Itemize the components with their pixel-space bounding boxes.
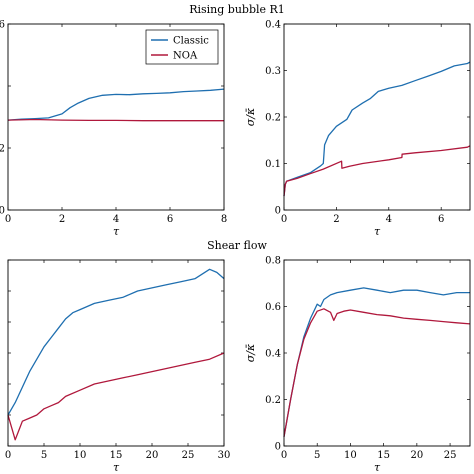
x-tick-label: 10 bbox=[74, 450, 87, 461]
x-tick-label: 4 bbox=[113, 214, 119, 225]
y-tick-label: 0.4 bbox=[265, 20, 281, 31]
y-tick-label: 0 bbox=[0, 206, 5, 217]
legend-entry-noa: NOA bbox=[173, 51, 198, 62]
x-tick-label: 30 bbox=[218, 450, 231, 461]
section-title-shear-flow: Shear flow bbox=[207, 239, 267, 252]
y-tick-label: 0 bbox=[275, 442, 281, 453]
series-line-classic bbox=[283, 61, 471, 197]
section-title-rising-bubble: Rising bubble R1 bbox=[189, 3, 285, 16]
y-axis-label: σ/κ̄ bbox=[244, 107, 257, 126]
chart-panels: 0 2 4 6 8 0 2 6 τ Classic NOA 0 2 4 6 0 0.1 0.2 0.3 0.4 τ σ/κ… bbox=[0, 20, 471, 474]
x-tick-label: 0 bbox=[281, 214, 287, 225]
series-line-classic bbox=[283, 287, 470, 437]
axes-frame bbox=[283, 23, 471, 211]
legend: Classic NOA bbox=[145, 29, 219, 65]
x-tick-label: 0 bbox=[281, 450, 287, 461]
x-axis-label: τ bbox=[113, 225, 120, 238]
x-tick-label: 20 bbox=[410, 450, 423, 461]
x-tick-label: 2 bbox=[333, 214, 339, 225]
y-tick-label: 0.2 bbox=[265, 113, 281, 124]
series-line-noa bbox=[283, 308, 471, 437]
legend-box bbox=[145, 29, 219, 65]
chart-panel-3: 0 5 10 15 20 25 30 τ bbox=[5, 259, 231, 474]
y-tick-label: 0.3 bbox=[265, 66, 281, 77]
x-axis-label: τ bbox=[374, 225, 381, 238]
x-tick-label: 5 bbox=[41, 450, 47, 461]
x-tick-label: 5 bbox=[314, 450, 320, 461]
x-axis-label: τ bbox=[113, 461, 120, 474]
x-tick-label: 8 bbox=[221, 214, 227, 225]
y-tick-label: 0.4 bbox=[265, 349, 281, 360]
axes-frame bbox=[283, 259, 471, 447]
x-tick-label: 6 bbox=[438, 214, 444, 225]
series-line-classic bbox=[7, 88, 225, 121]
x-tick-label: 0 bbox=[5, 450, 11, 461]
x-tick-label: 20 bbox=[146, 450, 159, 461]
x-tick-label: 15 bbox=[110, 450, 123, 461]
chart-panel-2: 0 2 4 6 0 0.1 0.2 0.3 0.4 τ σ/κ̄ bbox=[244, 20, 471, 238]
series-line-noa bbox=[7, 118, 224, 122]
series-line-noa bbox=[283, 145, 471, 197]
axes-frame bbox=[7, 23, 225, 211]
series-line-classic bbox=[7, 268, 225, 416]
x-tick-label: 15 bbox=[377, 450, 390, 461]
y-tick-label: 0 bbox=[275, 206, 281, 217]
legend-entry-classic: Classic bbox=[173, 36, 209, 47]
y-axis-label: σ/κ̄ bbox=[244, 343, 257, 362]
x-tick-label: 10 bbox=[344, 450, 357, 461]
x-tick-label: 4 bbox=[386, 214, 392, 225]
y-tick-label: 6 bbox=[0, 20, 5, 31]
x-tick-label: 0 bbox=[5, 214, 11, 225]
y-tick-label: 0.6 bbox=[265, 302, 281, 313]
x-tick-label: 25 bbox=[182, 450, 195, 461]
chart-panel-1: 0 2 4 6 8 0 2 6 τ Classic NOA bbox=[0, 20, 227, 239]
x-tick-label: 2 bbox=[59, 214, 65, 225]
y-tick-label: 0.8 bbox=[265, 256, 281, 267]
x-axis-label: τ bbox=[374, 461, 381, 474]
x-tick-label: 6 bbox=[167, 214, 173, 225]
axes-frame bbox=[7, 259, 225, 447]
y-tick-label: 0.2 bbox=[265, 395, 281, 406]
y-tick-label: 2 bbox=[0, 144, 5, 155]
y-tick-label: 0.1 bbox=[265, 159, 281, 170]
x-tick-label: 25 bbox=[444, 450, 457, 461]
chart-panel-4: 0 5 10 15 20 25 0 0.2 0.4 0.6 0.8 τ σ/κ̄ bbox=[244, 256, 471, 474]
series-line-noa bbox=[7, 352, 225, 441]
